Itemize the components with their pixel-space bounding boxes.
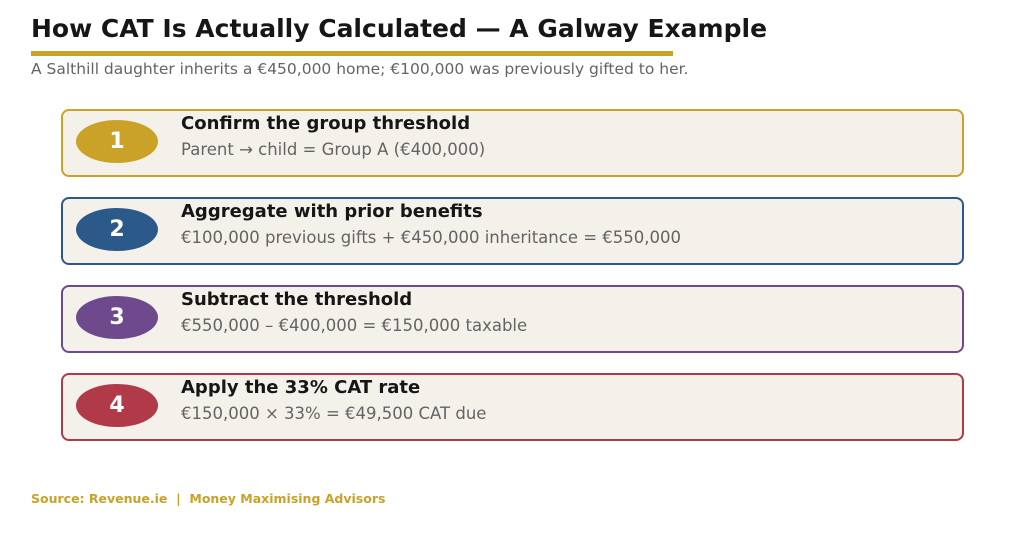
step-detail: €100,000 previous gifts + €450,000 inher…: [181, 228, 682, 247]
step-card-2: 2 Aggregate with prior benefits €100,000…: [61, 197, 964, 265]
step-detail: €150,000 × 33% = €49,500 CAT due: [181, 404, 487, 423]
page-title: How CAT Is Actually Calculated — A Galwa…: [31, 14, 768, 43]
step-number-badge: 4: [76, 384, 158, 427]
step-title: Apply the 33% CAT rate: [181, 377, 421, 398]
page-subtitle: A Salthill daughter inherits a €450,000 …: [31, 60, 689, 78]
step-title: Confirm the group threshold: [181, 113, 471, 134]
step-number-badge: 2: [76, 208, 158, 251]
source-footnote: Source: Revenue.ie | Money Maximising Ad…: [31, 491, 386, 506]
step-detail: Parent → child = Group A (€400,000): [181, 140, 486, 159]
step-card-1: 1 Confirm the group threshold Parent → c…: [61, 109, 964, 177]
title-underline: [31, 51, 673, 56]
step-detail: €550,000 – €400,000 = €150,000 taxable: [181, 316, 528, 335]
step-title: Subtract the threshold: [181, 289, 413, 310]
step-title: Aggregate with prior benefits: [181, 201, 483, 222]
step-number-badge: 3: [76, 296, 158, 339]
step-card-4: 4 Apply the 33% CAT rate €150,000 × 33% …: [61, 373, 964, 441]
step-card-3: 3 Subtract the threshold €550,000 – €400…: [61, 285, 964, 353]
step-number-badge: 1: [76, 120, 158, 163]
